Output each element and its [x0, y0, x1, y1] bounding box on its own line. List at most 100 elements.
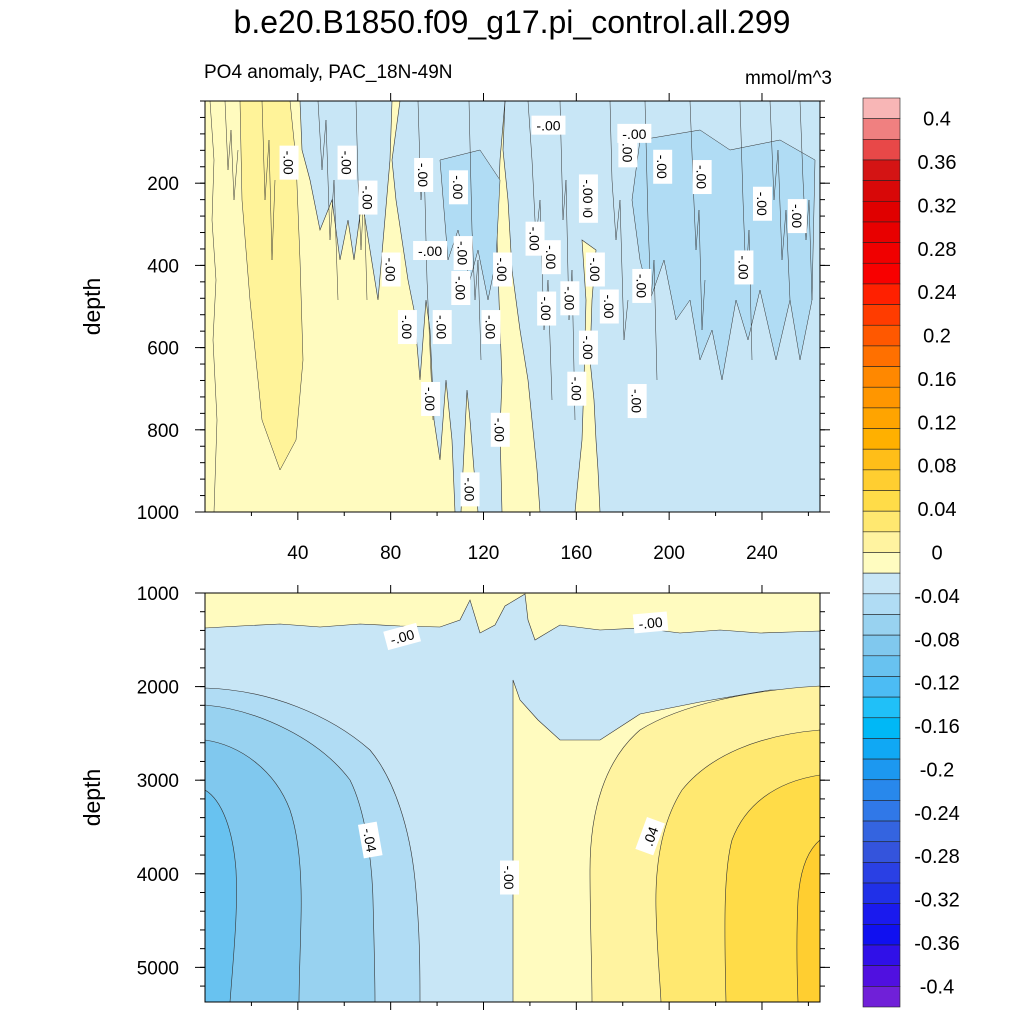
contour-label-text: -.00: [622, 126, 646, 142]
contour-label-box: [578, 330, 598, 365]
contour-label-box: [541, 240, 561, 275]
upper-y-tick-label: 800: [147, 421, 179, 442]
contour-label-text: .04: [640, 824, 662, 848]
upper-contour-label: -.00: [787, 199, 807, 234]
upper-contour-label: -.00: [567, 371, 587, 406]
contour-label-text: -.00: [735, 255, 751, 279]
lower-y-tick-label: 2000: [137, 678, 179, 699]
colorbar-swatch: [862, 779, 901, 801]
contour-label-text: -.00: [629, 389, 645, 413]
colorbar-swatch: [862, 200, 901, 223]
contour-label-box: [421, 381, 441, 416]
contour-label-text: -.00: [538, 296, 554, 320]
colorbar-tick-label: 0.36: [918, 152, 957, 174]
colorbar-swatch: [862, 221, 901, 243]
contour-label-text: -.00: [281, 151, 297, 175]
colorbar: 0.4 0.36 0.32 0.28 0.24 0.2 0.16 0.12 0.08 0.04 0 -…: [862, 97, 960, 1008]
contour-label-box: [500, 860, 520, 895]
upper-contour-label: -.00: [537, 291, 557, 326]
colorbar-swatch: [862, 676, 901, 698]
contour-label-box: [432, 310, 452, 345]
colorbar-swatch: [862, 738, 901, 760]
contour-label-box: [279, 145, 299, 180]
colorbar-swatch: [862, 634, 901, 657]
contour-label-box: [734, 250, 754, 285]
upper-contour-label: -.00: [381, 252, 401, 287]
contour-label-box: [397, 310, 417, 345]
colorbar-swatch: [862, 944, 901, 966]
figure-title: b.e20.B1850.f09_g17.pi_control.all.299: [233, 4, 791, 40]
colorbar-swatch: [862, 552, 901, 574]
lower-panel: [205, 593, 820, 1002]
upper-contour-label: -.00: [560, 281, 580, 316]
upper-contour-label: -.00: [578, 330, 598, 365]
upper-y-tick-label: 400: [147, 256, 179, 277]
lower-plot-frame: [204, 592, 821, 1003]
contour-label-box: [632, 611, 669, 634]
upper-contour-label: -.00: [453, 236, 473, 271]
contour-label-box: [493, 252, 513, 287]
colorbar-swatch: [862, 655, 901, 677]
colorbar-swatch: [862, 180, 901, 202]
contour-label-text: -.00: [450, 175, 466, 199]
colorbar-swatch: [862, 118, 901, 140]
upper-x-tick-label: 40: [287, 543, 308, 564]
contour-label-text: -.00: [527, 227, 543, 251]
upper-contour-label: -.00: [358, 180, 378, 215]
colorbar-swatch: [862, 242, 901, 264]
contour-label-box: [460, 472, 480, 507]
colorbar-tick-label: 0.2: [923, 326, 951, 348]
upper-contour-label: -.00: [617, 123, 652, 143]
colorbar-tick-label: 0.28: [918, 239, 957, 261]
contour-label-text: -.00: [422, 387, 438, 411]
upper-contour-label: -.00: [541, 240, 561, 275]
contour-label-box: [787, 199, 807, 234]
upper-y-tick-label: 200: [147, 174, 179, 195]
upper-contour-label: -.00: [752, 186, 772, 221]
colorbar-tick-label: -0.08: [914, 629, 960, 651]
upper-y-axis-label: depth: [79, 278, 105, 336]
colorbar-swatch: [862, 841, 901, 863]
contour-label-text: -.00: [339, 151, 355, 175]
contour-label-box: [599, 289, 619, 324]
contour-label-box: [383, 622, 422, 651]
colorbar-swatch: [862, 139, 901, 161]
contour-label-box: [490, 412, 510, 447]
contour-label-box: [537, 291, 557, 326]
figure-subtitle: PO4 anomaly, PAC_18N-49N: [204, 62, 453, 83]
contour-label-box: [560, 281, 580, 316]
contour-label-text: -.00: [462, 477, 478, 501]
upper-contour-label: -.00: [692, 160, 712, 195]
upper-contour-label: -.00: [627, 384, 647, 419]
upper-contour-label: -.00: [490, 412, 510, 447]
upper-y-tick-label: 600: [147, 339, 179, 360]
colorbar-swatch: [862, 490, 901, 512]
contour-label-text: -.00: [568, 377, 584, 401]
colorbar-swatch: [862, 366, 901, 388]
colorbar-tick-label: -0.2: [920, 759, 954, 781]
contour-labels-layer: -.00 -.00-.00-.00-.00-.00-.00-.00-.00-.00…: [279, 115, 807, 895]
upper-contour-label: -.00: [397, 310, 417, 345]
contour-label-box: [752, 186, 772, 221]
contour-label-text: -.00: [543, 245, 559, 269]
contour-label-text: -.00: [754, 192, 770, 216]
contour-label-box: [357, 821, 383, 859]
colorbar-swatch: [862, 903, 901, 925]
contour-label-text: -.00: [482, 315, 498, 339]
contour-label-text: -.00: [383, 257, 399, 281]
upper-contour-label: -.00: [531, 115, 566, 135]
upper-contour-label: -.00: [451, 271, 471, 306]
colorbar-tick-label: 0.16: [918, 369, 957, 391]
contour-label-box: [653, 149, 673, 184]
contour-label-text: -.00: [633, 274, 649, 298]
units-label: mmol/m^3: [744, 68, 832, 89]
colorbar-tick-label: 0.4: [923, 109, 951, 131]
colorbar-swatch: [862, 324, 901, 347]
upper-contour-label: -.00: [460, 472, 480, 507]
contour-label-box: [525, 221, 545, 256]
colorbar-swatch: [862, 862, 901, 884]
colorbar-swatch: [862, 965, 901, 987]
axes-layer: 40 80 120 160 200 240 200 400 600 800 1000 depth 100…: [79, 93, 830, 1010]
colorbar-tick-label: -0.24: [914, 803, 960, 825]
